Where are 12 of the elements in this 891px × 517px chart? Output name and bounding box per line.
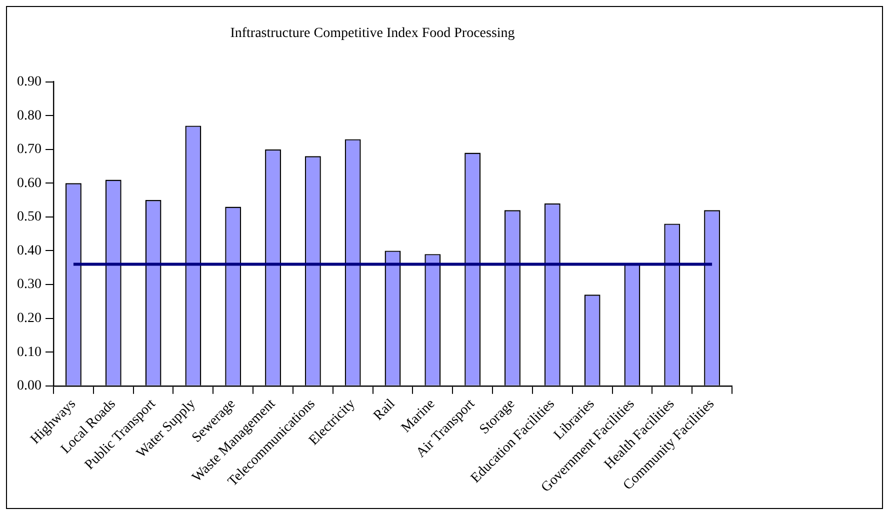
y-tick-label: 0.90	[17, 74, 42, 90]
y-tick-label: 0.10	[17, 344, 42, 360]
y-tick-label: 0.60	[17, 176, 42, 191]
y-tick-label: 0.00	[17, 378, 42, 394]
y-tick-label: 0.30	[17, 277, 42, 292]
x-tick-label: Rail	[371, 396, 398, 424]
y-tick-label: 0.70	[17, 142, 42, 158]
y-tick-label: 0.50	[17, 210, 42, 225]
y-tick-label: 0.20	[17, 310, 42, 326]
chart-title: Inftrastructure Competitive Index Food Processing	[230, 26, 515, 42]
y-tick-label: 0.80	[17, 108, 42, 124]
y-tick-label: 0.40	[17, 243, 42, 258]
